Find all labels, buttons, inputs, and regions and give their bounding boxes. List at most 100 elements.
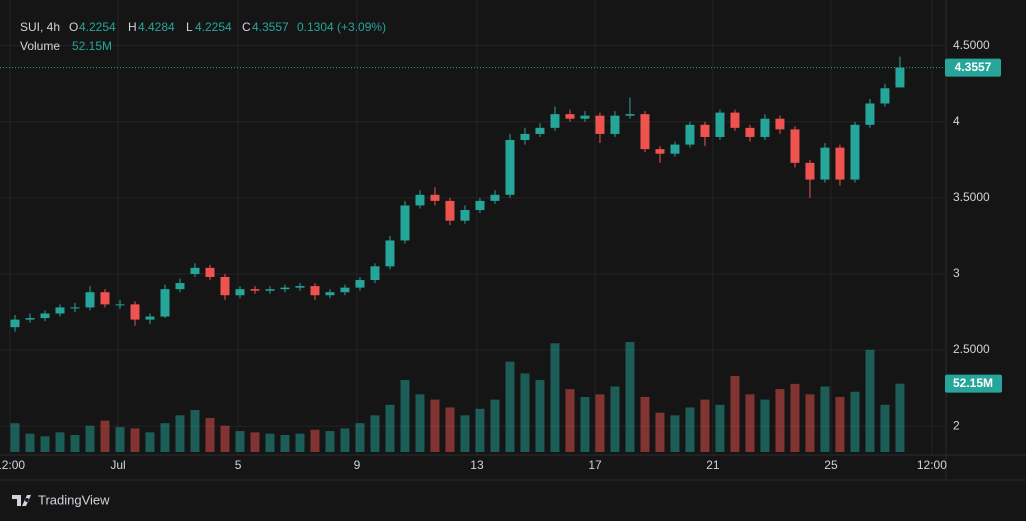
volume-bar (490, 399, 500, 452)
candle-body (310, 286, 320, 296)
candle-body (850, 124, 860, 180)
candle-body (130, 304, 140, 320)
volume-bar (100, 420, 110, 452)
candle-body (670, 144, 680, 154)
y-tick-label: 4 (953, 114, 960, 128)
logo (12, 495, 31, 506)
x-tick-label: 17 (588, 458, 602, 472)
candle-body (235, 289, 245, 296)
volume-bar (325, 431, 335, 452)
volume-bar (670, 415, 680, 452)
volume-bar (190, 410, 200, 452)
candle-body (610, 115, 620, 134)
volume-bar (295, 433, 305, 452)
volume-bar (715, 404, 725, 452)
x-tick-label: Jul (110, 458, 125, 472)
volume-bar (745, 394, 755, 452)
x-tick-label: 12:00 (917, 458, 947, 472)
volume-bar (610, 386, 620, 452)
candle-body (760, 118, 770, 137)
candle-body (220, 276, 230, 296)
candle-body (625, 114, 635, 116)
y-tick-label: 4.5000 (953, 38, 990, 52)
candle-body (370, 266, 380, 281)
candle-body (40, 313, 50, 319)
x-tick-label: 5 (235, 458, 242, 472)
candle-body (730, 112, 740, 128)
volume-bar (880, 404, 890, 452)
volume-bar (625, 341, 635, 452)
volume-bar (265, 433, 275, 452)
volume-bar (220, 425, 230, 452)
low-value: 4.2254 (195, 20, 232, 34)
volume-bar (415, 394, 425, 452)
volume-bar (580, 396, 590, 452)
x-tick-label: 13 (470, 458, 484, 472)
candle-body (415, 194, 425, 206)
volume-bar (175, 415, 185, 452)
candle-body (595, 115, 605, 134)
change-value: 0.1304 (+3.09%) (297, 20, 386, 34)
volume-bar (280, 434, 290, 452)
candle-body (115, 304, 125, 306)
volume-bar (160, 423, 170, 452)
volume-bar (520, 373, 530, 452)
high-value: 4.4284 (138, 20, 175, 34)
volume-bar (310, 429, 320, 452)
candle-body (820, 147, 830, 180)
candle-body (145, 316, 155, 320)
symbol: SUI, 4h (20, 20, 60, 34)
volume-bar (760, 399, 770, 452)
volume-bar (475, 408, 485, 452)
volume-bar (805, 394, 815, 452)
candle-body (430, 194, 440, 201)
volume-bar (790, 383, 800, 452)
candle-body (205, 267, 215, 277)
candle-body (160, 289, 170, 317)
candle-body (475, 200, 485, 211)
volume-bar (550, 343, 560, 452)
o-label: O (69, 20, 78, 34)
volume-bar (640, 396, 650, 452)
volume-bar (595, 394, 605, 452)
candle-body (70, 307, 80, 309)
candle-body (175, 283, 185, 290)
candle-body (250, 289, 260, 291)
volume-bar (85, 425, 95, 452)
candle-body (55, 307, 65, 314)
candle-body (100, 292, 110, 305)
volume-bar (370, 415, 380, 452)
volume-title: Volume (20, 39, 60, 53)
volume-bar (895, 383, 905, 452)
candle-body (895, 67, 905, 88)
x-tick-label: 12:00 (0, 458, 25, 472)
candle-body (715, 112, 725, 137)
candle-body (295, 286, 305, 288)
candle-body (865, 103, 875, 125)
open-value: 4.2254 (79, 20, 116, 34)
last-price-label: 4.3557 (955, 60, 992, 74)
volume-bar (385, 404, 395, 452)
candle-body (445, 200, 455, 221)
volume-bar (340, 428, 350, 452)
volume-bar (355, 423, 365, 452)
candle-body (835, 147, 845, 180)
close-value: 4.3557 (252, 20, 289, 34)
candle-body (580, 115, 590, 119)
candle-body (565, 114, 575, 119)
c-label: C (242, 20, 251, 34)
candle-body (190, 267, 200, 274)
candle-body (265, 289, 275, 291)
candle-body (790, 129, 800, 163)
last-price-badge (945, 58, 1001, 77)
candle-body (880, 88, 890, 104)
volume-bar (25, 433, 35, 452)
volume-bar (685, 407, 695, 452)
candle-body (640, 114, 650, 150)
candle-body (550, 114, 560, 128)
volume-bar (505, 361, 515, 452)
candle-body (85, 292, 95, 308)
candle-body (520, 133, 530, 141)
volume-bar (820, 386, 830, 452)
